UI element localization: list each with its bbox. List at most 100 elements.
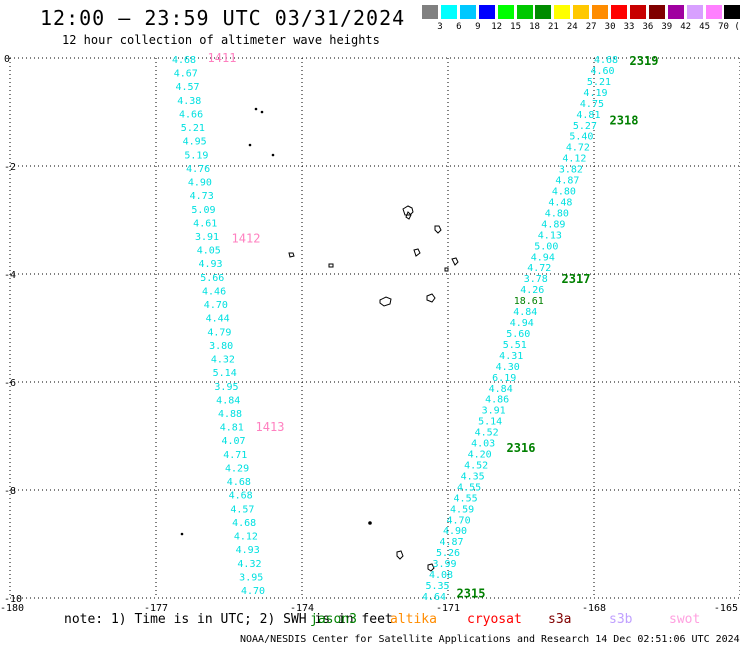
island-dot xyxy=(271,153,275,157)
scale-swatch xyxy=(611,5,627,19)
wave-height-value: 5.09 xyxy=(191,205,215,216)
scale-label: 12 xyxy=(491,22,503,32)
wave-height-value: 4.55 xyxy=(454,493,478,504)
satellite-s3b: s3b xyxy=(609,612,633,627)
wave-height-value: 4.84 xyxy=(216,395,240,406)
wave-height-value: 4.52 xyxy=(464,460,488,471)
wave-height-value: 4.12 xyxy=(562,154,586,165)
wave-height-value: 4.94 xyxy=(531,252,555,263)
wave-height-value: 4.68 xyxy=(594,55,618,66)
island-outline xyxy=(427,563,435,572)
wave-height-value: 5.00 xyxy=(534,241,558,252)
wave-height-value: 5.27 xyxy=(573,121,597,132)
wave-height-value: 4.90 xyxy=(443,526,467,537)
wave-height-value: 4.57 xyxy=(175,82,199,93)
wave-height-value: 5.40 xyxy=(569,132,593,143)
scale-swatch xyxy=(592,5,609,19)
scale-swatch xyxy=(459,5,476,19)
island-dot xyxy=(368,521,372,525)
wave-height-value: 3.95 xyxy=(214,382,238,393)
wave-height-value: 4.68 xyxy=(232,518,256,529)
wave-height-value: 4.86 xyxy=(485,395,509,406)
island-outline xyxy=(379,296,392,307)
wave-height-value: 4.64 xyxy=(422,592,446,603)
wave-height-value: 4.13 xyxy=(538,230,562,241)
scale-swatch xyxy=(516,5,533,19)
scale-label: 42 xyxy=(680,22,692,32)
wave-height-value: 4.73 xyxy=(190,191,214,202)
scale-swatch xyxy=(686,5,703,19)
island-dot xyxy=(254,107,258,111)
wave-height-value: 4.19 xyxy=(583,88,607,99)
x-tick-label: -168 xyxy=(582,603,606,614)
island-outline xyxy=(402,205,414,216)
wave-height-value: 3.80 xyxy=(209,341,233,352)
wave-height-value: 4.68 xyxy=(229,491,253,502)
wave-height-value: 5.66 xyxy=(200,273,224,284)
wave-height-value: 4.70 xyxy=(241,586,265,597)
wave-height-value: 3.91 xyxy=(195,232,219,243)
wave-height-value: 4.38 xyxy=(177,96,201,107)
y-tick-label: -4 xyxy=(4,270,16,281)
y-tick-label: -10 xyxy=(4,594,22,605)
x-tick-label: -165 xyxy=(714,603,738,614)
wave-height-value: 4.29 xyxy=(225,463,249,474)
pass-label: 2318 xyxy=(610,114,639,128)
wave-height-value: 4.87 xyxy=(440,537,464,548)
scale-label: 24 xyxy=(566,22,578,32)
scale-swatch xyxy=(497,5,514,19)
scale-swatch xyxy=(554,5,571,19)
wave-height-value: 3.78 xyxy=(524,274,548,285)
scale-label: 6 xyxy=(456,22,462,32)
scale-swatch xyxy=(573,5,590,19)
wave-height-value: 4.79 xyxy=(207,327,231,338)
pass-label: 2317 xyxy=(562,272,591,286)
wave-height-value: 4.84 xyxy=(513,307,537,318)
scale-label: 36 xyxy=(642,22,654,32)
wave-height-value: 4.30 xyxy=(496,362,520,373)
wave-height-value: 5.14 xyxy=(213,368,237,379)
wave-height-value: 4.80 xyxy=(552,187,576,198)
satellite-cryosat: cryosat xyxy=(467,612,522,627)
pass-label: 1412 xyxy=(232,231,261,245)
wave-height-value: 4.66 xyxy=(179,109,203,120)
pass-label: 1413 xyxy=(256,420,285,434)
credit-footer: NOAA/NESDIS Center for Satellite Applica… xyxy=(240,634,740,645)
lat-lon-grid xyxy=(9,57,740,599)
wave-height-value: 4.03 xyxy=(471,439,495,450)
wave-height-value: 4.76 xyxy=(186,164,210,175)
wave-height-value: 4.94 xyxy=(510,318,534,329)
scale-swatch xyxy=(629,5,646,19)
wave-height-value: 4.20 xyxy=(468,450,492,461)
wave-height-value: 4.57 xyxy=(230,504,254,515)
wave-height-value: 4.95 xyxy=(183,137,207,148)
scale-swatch xyxy=(724,5,740,19)
wave-height-value: 4.80 xyxy=(545,208,569,219)
wave-height-value: 4.70 xyxy=(204,300,228,311)
y-tick-label: -6 xyxy=(4,378,16,389)
track-left-values: 4.68 4.67 4.57 4.38 4.66 5.21 4.95 5.19 4.76 4.90… xyxy=(172,55,265,597)
wave-height-value: 5.60 xyxy=(506,329,530,340)
footnote: note: 1) Time is in UTC; 2) SWH is in fe… xyxy=(64,612,393,627)
wave-height-value: 5.19 xyxy=(184,150,208,161)
wave-height-value: 4.52 xyxy=(475,428,499,439)
wave-height-value: 4.81 xyxy=(220,423,244,434)
wave-height-value: 4.26 xyxy=(520,285,544,296)
wave-height-value: 18.61 xyxy=(514,296,544,307)
scale-label: 39 xyxy=(661,22,673,32)
wave-height-value: 4.07 xyxy=(221,436,245,447)
x-tick-label: -180 xyxy=(0,603,24,614)
scale-label: 27 xyxy=(585,22,597,32)
wave-height-value: 3.99 xyxy=(432,559,456,570)
wave-height-value: 3.95 xyxy=(239,572,263,583)
wave-height-value: 4.46 xyxy=(202,286,226,297)
satellite-s3a: s3a xyxy=(548,612,572,627)
wave-height-value: 4.05 xyxy=(197,246,221,257)
scale-label: 70 xyxy=(718,22,729,32)
wave-height-value: 4.70 xyxy=(447,515,471,526)
wave-height-value: 5.51 xyxy=(503,340,527,351)
scale-label: 15 xyxy=(510,22,522,32)
satellite-swot: swot xyxy=(669,612,701,627)
wave-height-value: 4.84 xyxy=(489,384,513,395)
